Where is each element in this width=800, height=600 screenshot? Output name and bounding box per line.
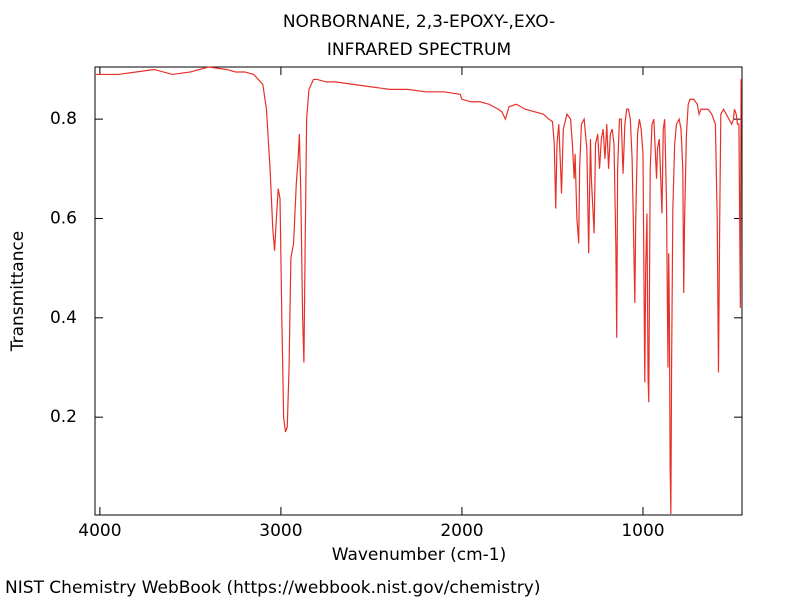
x-tick-label: 4000: [78, 521, 121, 541]
y-axis-label: Transmittance: [8, 231, 28, 353]
x-tick-label: 1000: [621, 521, 664, 541]
y-tick-label: 0.6: [50, 208, 77, 228]
y-tick-label: 0.2: [50, 407, 77, 427]
x-axis-label: Wavenumber (cm-1): [332, 545, 507, 565]
chart-subtitle: INFRARED SPECTRUM: [327, 40, 511, 60]
chart-title: NORBORNANE, 2,3-EPOXY-,EXO-: [283, 12, 555, 32]
x-tick-label: 3000: [259, 521, 302, 541]
plot-frame: [94, 66, 743, 516]
x-tick-label: 2000: [440, 521, 483, 541]
y-tick-label: 0.4: [50, 308, 77, 328]
spectrum-line: [95, 66, 742, 515]
y-tick-label: 0.8: [50, 109, 77, 129]
source-note: NIST Chemistry WebBook (https://webbook.…: [5, 578, 540, 598]
